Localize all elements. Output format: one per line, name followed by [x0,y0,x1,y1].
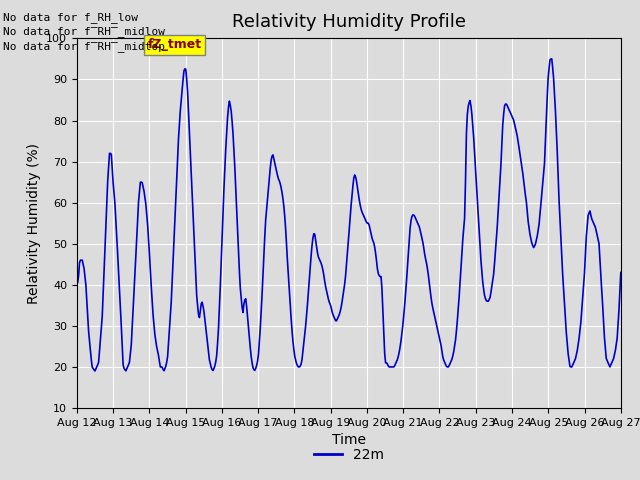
Title: Relativity Humidity Profile: Relativity Humidity Profile [232,13,466,31]
Text: No data for f̅RH̅_midlow: No data for f̅RH̅_midlow [3,26,165,37]
Text: No data for f_RH_low: No data for f_RH_low [3,12,138,23]
Text: No data for f̅RH̅_midtop: No data for f̅RH̅_midtop [3,41,165,52]
Y-axis label: Relativity Humidity (%): Relativity Humidity (%) [26,143,40,304]
Text: fZ_tmet: fZ_tmet [147,38,202,51]
Legend: 22m: 22m [308,443,389,468]
X-axis label: Time: Time [332,433,366,447]
